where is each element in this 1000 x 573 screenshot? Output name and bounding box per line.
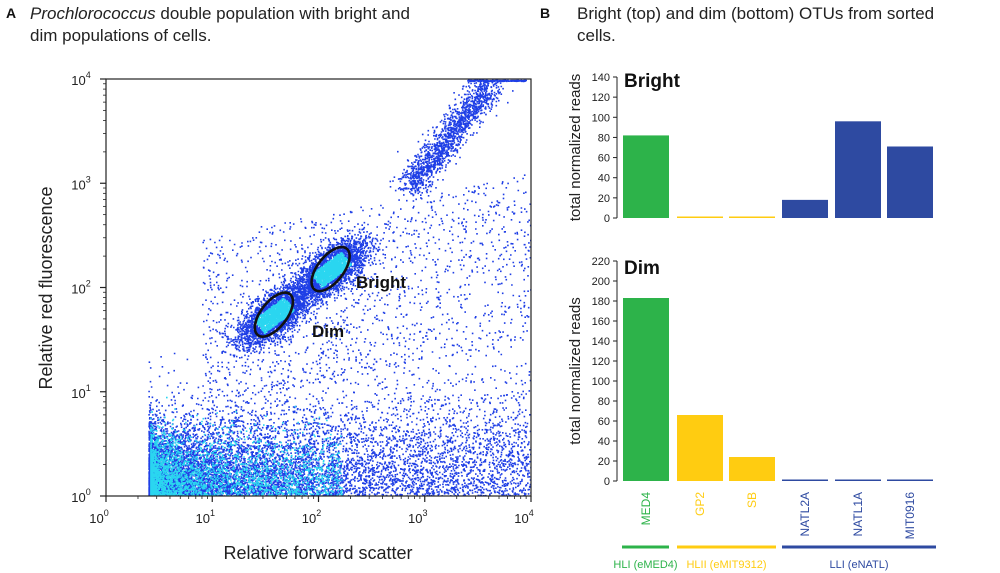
bar-sb [729, 216, 775, 218]
gates [253, 245, 351, 338]
panel-b-title-line2: cells. [577, 26, 616, 45]
panel-a-title-line1: Prochlorococcus double population with b… [30, 4, 410, 23]
bar-y-tick-label: 20 [598, 456, 610, 468]
clade-label-lli: LLI (eNATL) [829, 559, 888, 571]
bar-y-tick-label: 100 [592, 376, 610, 388]
bar-y-tick-label: 0 [604, 213, 610, 225]
bar-y-tick-label: 220 [592, 256, 610, 268]
bar-natl1a [835, 479, 881, 481]
bar-y-tick-label: 80 [598, 396, 610, 408]
x-tick-label: 102 [302, 508, 321, 526]
bar-gp2 [677, 415, 723, 481]
x-tick-label: 100 [89, 508, 108, 526]
panel-b-title-line1: Bright (top) and dim (bottom) OTUs from … [577, 4, 934, 23]
category-label: GP2 [693, 492, 707, 516]
panel-b-letter: B [540, 5, 550, 21]
scatter-events-dense [150, 252, 352, 496]
bar-chart-dim: total normalized reads 0 20 40 60 80 100 120 140… [567, 256, 933, 488]
scatter-dots [148, 79, 531, 496]
x-tick-label: 104 [514, 508, 533, 526]
bar-y-tick-label: 60 [598, 416, 610, 428]
bar-natl1a [835, 121, 881, 218]
gate-bright [310, 245, 351, 293]
bar-y-tick-label: 0 [604, 476, 610, 488]
x-tick-label: 103 [408, 508, 427, 526]
bar-y-tick-label: 40 [598, 436, 610, 448]
gate-label-bright: Bright [356, 273, 406, 292]
bar-gp2 [677, 216, 723, 218]
scatter-xlabel: Relative forward scatter [223, 543, 412, 563]
bar-chart-title: Dim [624, 258, 660, 279]
bar-mit0916 [887, 146, 933, 218]
bar-natl2a [782, 479, 828, 481]
bar-y-tick-label: 140 [592, 336, 610, 348]
category-labels: MED4 GP2 SB NATL2A NATL1A MIT0916 [639, 492, 917, 540]
bar-y-tick-label: 200 [592, 276, 610, 288]
bar-ylabel: total normalized reads [567, 74, 584, 222]
bar-chart-title: Bright [624, 71, 681, 92]
bar-y-tick-label: 140 [592, 72, 610, 84]
bar-med4 [623, 298, 669, 481]
panel-a-letter: A [6, 5, 16, 21]
scatter-axes: 100 100 101 101 102 102 103 103 104 104 [71, 70, 533, 526]
bar-y-tick-label: 20 [598, 193, 610, 205]
bar-y-tick-label: 80 [598, 132, 610, 144]
panel-a-title-rest: double population with bright and [156, 4, 410, 23]
bar-natl2a [782, 199, 828, 218]
bar-y-tick-label: 160 [592, 316, 610, 328]
bar-mit0916 [887, 479, 933, 481]
clade-groups: HLI (eMED4) HLII (eMIT9312) LLI (eNATL) [613, 545, 936, 571]
bar-sb [729, 457, 775, 481]
category-label: MED4 [639, 492, 653, 526]
clade-label-hlii: HLII (eMIT9312) [686, 559, 766, 571]
bar-ylabel: total normalized reads [567, 297, 584, 445]
bar-y-tick-label: 180 [592, 296, 610, 308]
scatter-plot-area [148, 79, 531, 496]
scatter-ylabel: Relative red fluorescence [36, 186, 56, 389]
bar-chart-bright: total normalized reads 0 20 40 60 80 100 120 140… [567, 71, 933, 225]
bar-y-tick-label: 120 [592, 356, 610, 368]
panel-a-title-line2: dim populations of cells. [30, 26, 211, 45]
gate-dim [253, 291, 295, 338]
gate-label-dim: Dim [312, 322, 344, 341]
scatter-events [148, 79, 531, 496]
x-tick-label: 101 [196, 508, 215, 526]
bar-med4 [623, 135, 669, 218]
panel-a-title-italic: Prochlorococcus [30, 4, 156, 23]
category-label: MIT0916 [903, 492, 917, 540]
y-tick-label: 101 [71, 383, 90, 401]
bar-y-tick-label: 60 [598, 153, 610, 165]
bar-y-tick-label: 40 [598, 173, 610, 185]
bar-y-tick-label: 100 [592, 112, 610, 124]
y-tick-label: 102 [71, 279, 90, 297]
category-label: SB [745, 492, 759, 508]
bar-y-tick-label: 120 [592, 92, 610, 104]
category-label: NATL1A [851, 492, 865, 536]
y-tick-label: 104 [71, 70, 90, 88]
y-tick-label: 103 [71, 174, 90, 192]
category-label: NATL2A [798, 492, 812, 536]
y-tick-label: 100 [71, 487, 90, 505]
clade-label-hli: HLI (eMED4) [613, 559, 677, 571]
